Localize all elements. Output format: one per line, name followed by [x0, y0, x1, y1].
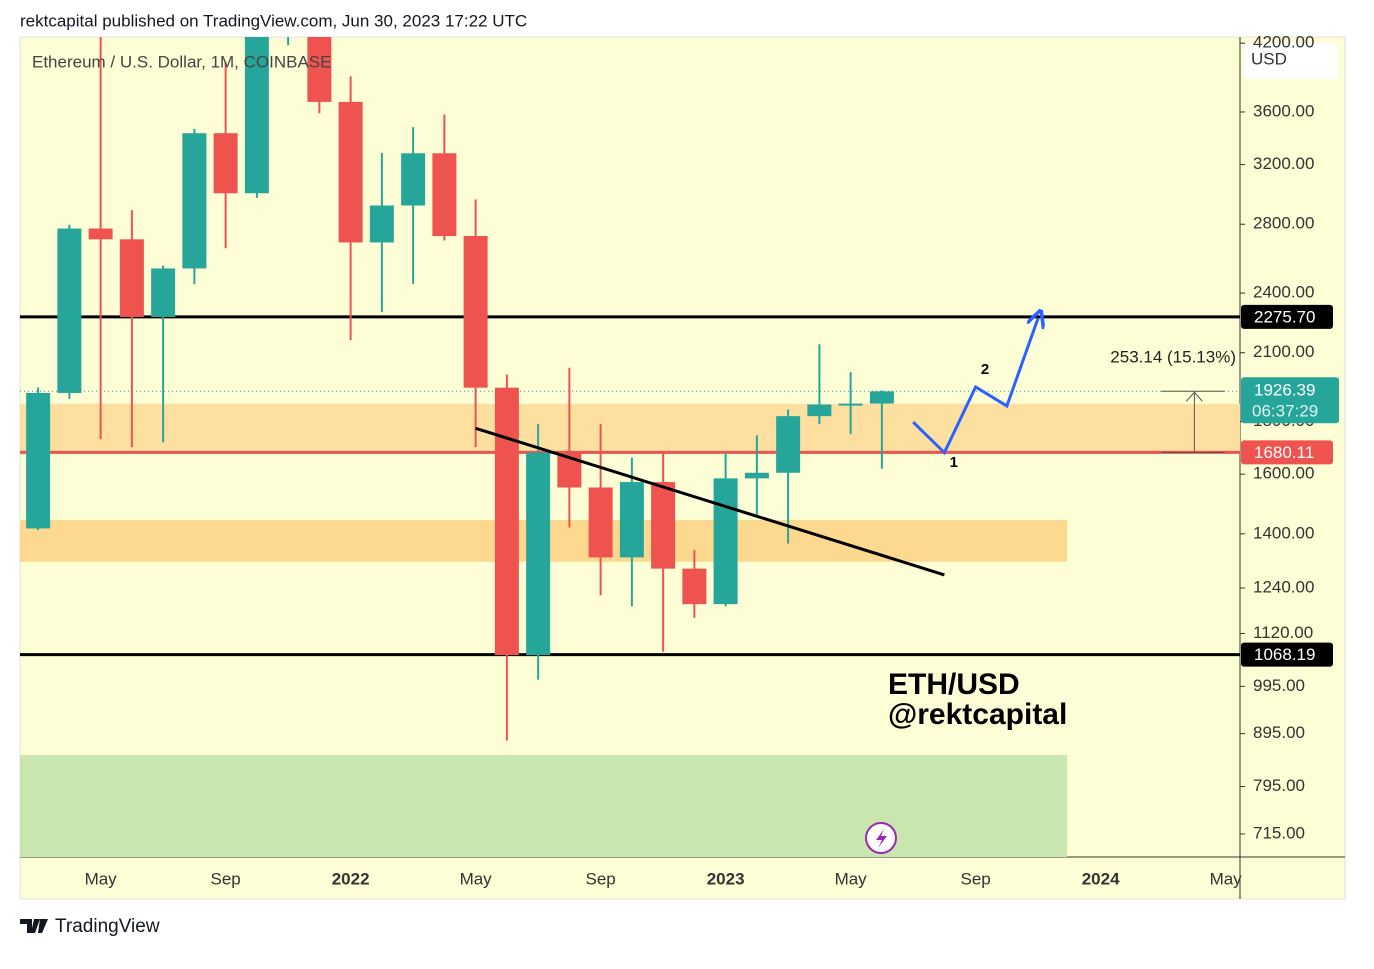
- x-tick-label: May: [460, 869, 493, 888]
- watermark: ETH/USD: [888, 668, 1020, 701]
- candle-body: [401, 153, 426, 206]
- y-tick-label: 2100.00: [1253, 342, 1314, 361]
- x-tick-label: May: [835, 869, 868, 888]
- x-tick-label: May: [1210, 869, 1243, 888]
- candle-body: [307, 37, 332, 102]
- candle-body: [369, 205, 394, 243]
- x-tick-label: 2024: [1082, 869, 1120, 888]
- event-icon-bolt: [876, 829, 887, 848]
- candle-body: [244, 37, 269, 194]
- level-price-label: 1680.11: [1254, 443, 1314, 462]
- chart-title: Ethereum / U.S. Dollar, 1M, COINBASE: [32, 52, 331, 71]
- measure-label: 253.14 (15.13%): [1110, 347, 1236, 366]
- candle-body: [619, 482, 644, 558]
- projection-label: 2: [981, 361, 989, 378]
- y-tick-label: 2800.00: [1253, 214, 1314, 233]
- candle-body: [119, 239, 144, 317]
- footer-brand: TradingView: [55, 916, 160, 937]
- tv-logo: [20, 919, 48, 933]
- candle-body: [494, 387, 519, 656]
- x-tick-label: Sep: [211, 869, 241, 888]
- header-title: rektcapital published on TradingView.com…: [20, 11, 527, 30]
- zone: [20, 403, 1240, 453]
- level-price-box: [1241, 440, 1333, 465]
- last-price-label: 1926.39: [1254, 381, 1315, 400]
- projection-path: [912, 318, 1038, 456]
- candle-body: [807, 404, 832, 417]
- x-tick-label: Sep: [961, 869, 991, 888]
- countdown-label: 06:37:29: [1252, 402, 1318, 421]
- candle-body: [26, 392, 51, 529]
- y-tick-label: 2400.00: [1253, 283, 1314, 302]
- y-tick-label: 715.00: [1253, 823, 1305, 842]
- candle-body: [213, 133, 238, 194]
- y-tick-label: 795.00: [1253, 776, 1305, 795]
- currency: USD: [1251, 49, 1287, 68]
- y-tick-label: 1600.00: [1253, 464, 1314, 483]
- candle-body: [713, 478, 738, 605]
- candle-body: [463, 236, 488, 388]
- y-tick-label: 895.00: [1253, 723, 1305, 742]
- level-price-box: [1241, 304, 1333, 329]
- candle-body: [682, 568, 707, 605]
- y-tick-label: 3600.00: [1253, 101, 1314, 120]
- candle-body: [776, 416, 801, 473]
- y-tick-label: 1240.00: [1253, 577, 1314, 596]
- measure-arrowhead: [1186, 391, 1203, 402]
- candle-body: [57, 228, 82, 393]
- y-tick-label: 995.00: [1253, 676, 1305, 695]
- x-tick-label: May: [85, 869, 118, 888]
- watermark: @rektcapital: [888, 698, 1067, 731]
- level-price-label: 2275.70: [1254, 307, 1315, 326]
- last-price-box: [1241, 377, 1339, 424]
- y-tick-label: 4200.00: [1253, 33, 1314, 52]
- candle-body: [151, 268, 176, 317]
- candle-body: [588, 487, 613, 558]
- currency-box: [1244, 43, 1338, 79]
- level-price-label: 1068.19: [1254, 645, 1315, 664]
- candle-body: [838, 403, 863, 406]
- candle-body: [182, 133, 207, 269]
- candle-body: [744, 472, 769, 479]
- y-tick-label: 1120.00: [1253, 623, 1313, 642]
- y-tick-label: 1400.00: [1253, 523, 1314, 542]
- x-tick-label: 2022: [332, 869, 370, 888]
- candle-body: [869, 391, 894, 404]
- y-tick-label: 3200.00: [1253, 154, 1314, 173]
- level-price-box: [1241, 642, 1333, 667]
- trendline: [475, 426, 945, 577]
- x-tick-label: 2023: [707, 869, 745, 888]
- candle-body: [432, 153, 457, 237]
- candle-body: [88, 228, 113, 240]
- projection-label: 1: [950, 454, 958, 471]
- candle-body: [651, 482, 676, 569]
- zone: [20, 755, 1068, 857]
- x-tick-label: Sep: [586, 869, 616, 888]
- candle-body: [338, 101, 363, 243]
- candle-body: [526, 452, 551, 656]
